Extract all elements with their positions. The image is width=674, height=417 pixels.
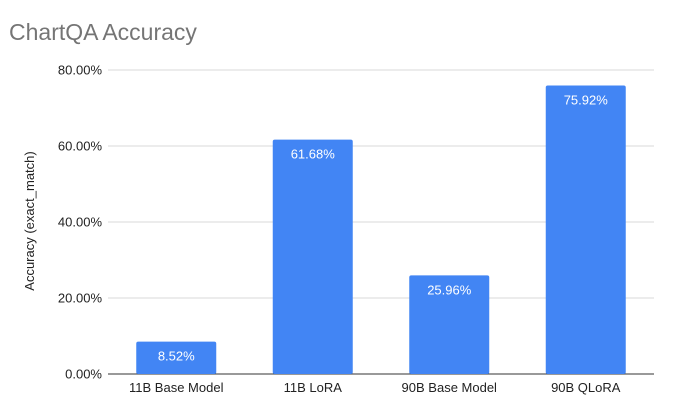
- y-tick-label: 40.00%: [58, 215, 103, 230]
- bar: [136, 341, 217, 374]
- bar: [272, 139, 353, 374]
- x-tick-label: 11B LoRA: [284, 380, 343, 395]
- bar-value-label: 8.52%: [158, 349, 195, 364]
- y-tick-label: 60.00%: [58, 139, 103, 154]
- x-tick-label: 90B QLoRA: [551, 380, 621, 395]
- y-axis-title: Accuracy (exact_match): [22, 151, 37, 290]
- y-tick-label: 20.00%: [58, 291, 103, 306]
- bar: [409, 275, 490, 374]
- bar-value-label: 61.68%: [291, 147, 336, 162]
- data-labels: 8.52% 61.68% 25.96% 75.92%: [158, 93, 608, 364]
- bars: [136, 85, 626, 374]
- y-tick-label: 0.00%: [65, 367, 102, 382]
- x-tick-label: 90B Base Model: [402, 380, 498, 395]
- y-axis-ticks: 0.00% 20.00% 40.00% 60.00% 80.00%: [58, 63, 103, 382]
- x-axis-ticks: 11B Base Model 11B LoRA 90B Base Model 90B …: [129, 380, 621, 395]
- x-tick-label: 11B Base Model: [129, 380, 224, 395]
- bar-value-label: 75.92%: [564, 93, 609, 108]
- bar: [545, 85, 626, 374]
- chart-title: ChartQA Accuracy: [9, 19, 197, 45]
- bar-value-label: 25.96%: [427, 282, 472, 297]
- y-tick-label: 80.00%: [58, 63, 103, 78]
